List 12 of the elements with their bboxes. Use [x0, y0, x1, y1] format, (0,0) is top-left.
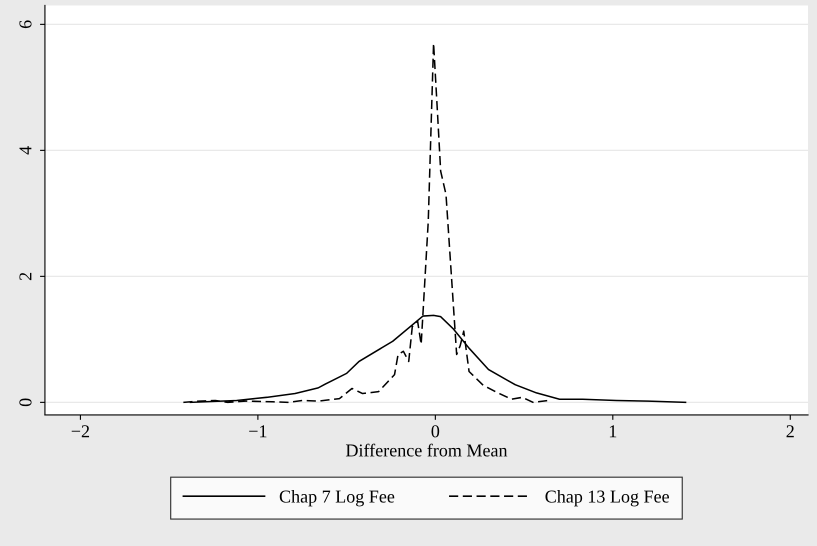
legend-label: Chap 7 Log Fee [280, 490, 394, 506]
y-tick-label: 4 [19, 146, 32, 155]
legend-label: Chap 13 Log Fee [545, 490, 669, 506]
x-axis-title: Difference from Mean [346, 444, 508, 457]
x-tick-label: 2 [786, 425, 794, 438]
y-tick-label: 0 [19, 398, 32, 406]
x-tick-label: −2 [72, 425, 90, 438]
y-tick-label: 6 [19, 20, 32, 28]
y-tick-label: 2 [19, 272, 32, 280]
x-tick-label: −1 [249, 425, 266, 438]
x-tick-label: 0 [432, 425, 440, 438]
x-tick-label: 1 [610, 425, 616, 438]
